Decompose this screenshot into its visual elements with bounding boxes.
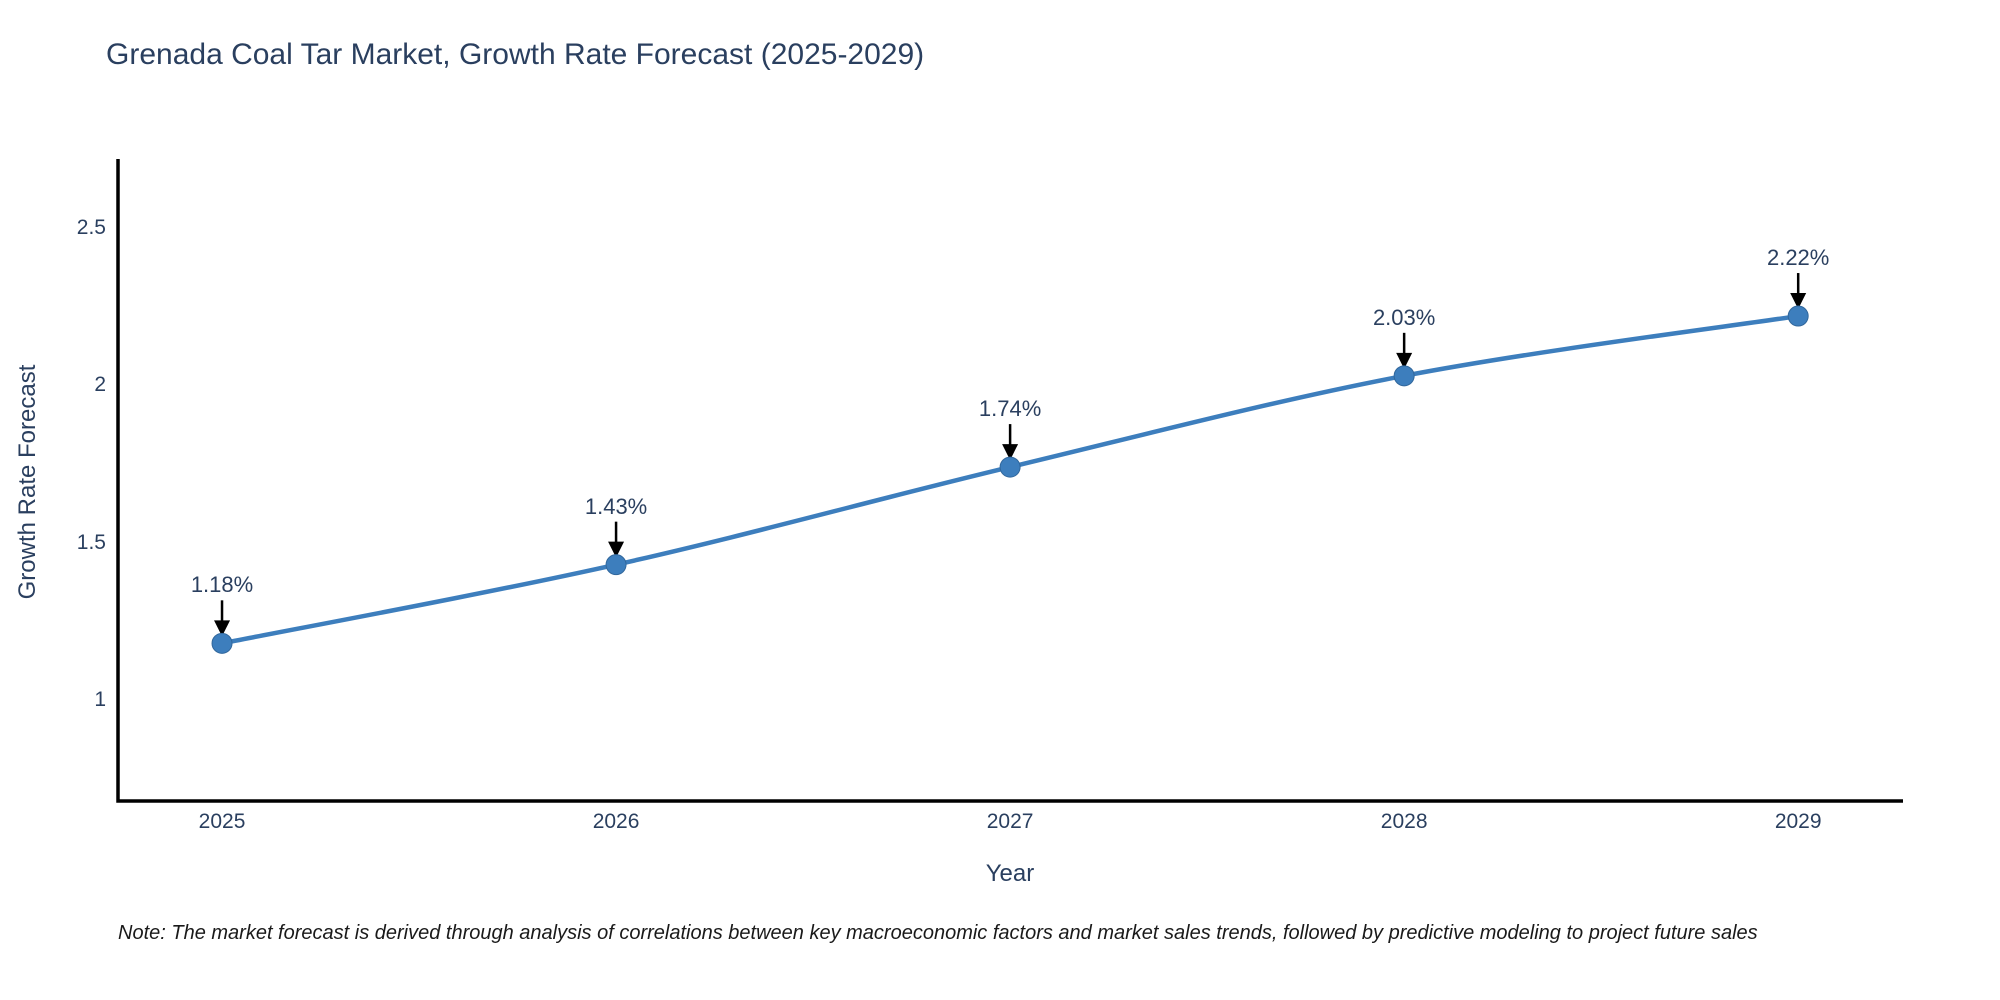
- annotation-arrowhead: [1790, 293, 1807, 310]
- data-point-marker: [1787, 305, 1809, 327]
- annotation-arrowhead: [214, 620, 231, 637]
- y-tick-label: 1.5: [76, 530, 106, 554]
- series-line: [221, 313, 1799, 646]
- x-tick-label: 2026: [592, 810, 640, 833]
- chart-title: Grenada Coal Tar Market, Growth Rate For…: [106, 38, 925, 71]
- annotation-arrowhead: [608, 541, 625, 558]
- point-value-label: 2.03%: [1372, 304, 1436, 330]
- data-point-marker: [1393, 365, 1415, 387]
- point-value-label: 2.22%: [1766, 245, 1830, 271]
- footnote: Note: The market forecast is derived thr…: [118, 922, 1758, 944]
- point-value-label: 1.43%: [584, 493, 648, 519]
- y-tick-label: 2.5: [76, 215, 106, 239]
- data-point-marker: [211, 632, 233, 654]
- axis-spines: [116, 159, 1903, 803]
- y-tick-label: 1: [94, 687, 106, 711]
- x-axis-title: Year: [985, 860, 1035, 887]
- point-value-label: 1.74%: [978, 396, 1042, 422]
- data-point-marker: [999, 456, 1021, 478]
- data-point-marker: [605, 554, 627, 576]
- x-tick-label: 2029: [1774, 810, 1822, 833]
- x-tick-label: 2028: [1380, 810, 1428, 833]
- x-tick-label: 2027: [986, 810, 1034, 833]
- annotation-arrowhead: [1002, 444, 1019, 461]
- annotation-arrowhead: [1396, 352, 1413, 369]
- y-tick-label: 2: [94, 373, 106, 397]
- x-tick-label: 2025: [198, 810, 246, 833]
- point-value-label: 1.18%: [190, 572, 254, 598]
